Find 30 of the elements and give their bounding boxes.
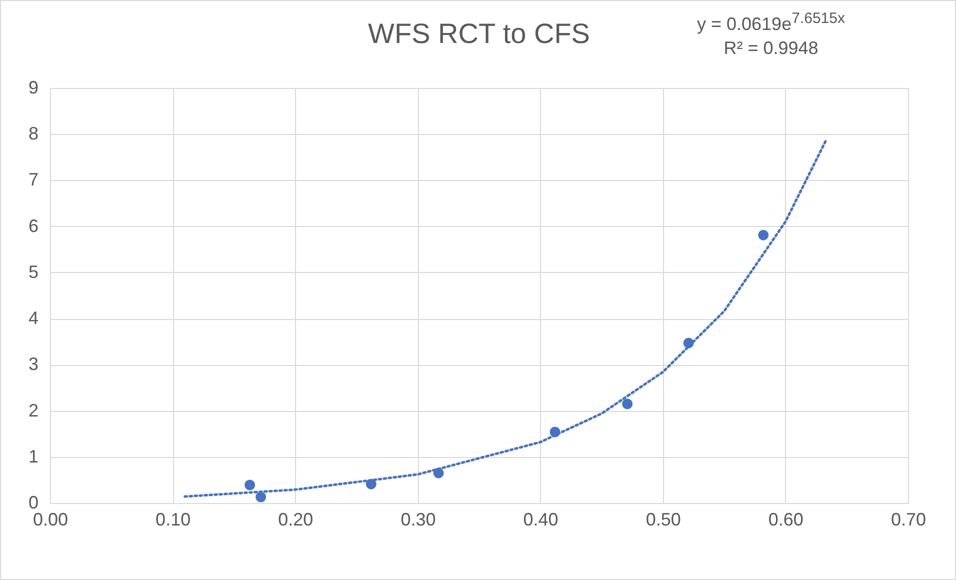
y-tick-label: 2 xyxy=(28,400,38,420)
y-tick-label: 1 xyxy=(28,446,38,466)
x-tick-label: 0.70 xyxy=(890,510,926,530)
x-tick-label: 0.30 xyxy=(400,510,436,530)
y-tick-label: 9 xyxy=(28,78,38,98)
x-tick-label: 0.10 xyxy=(156,510,191,530)
line-series xyxy=(184,139,828,498)
point xyxy=(433,468,444,478)
point xyxy=(683,338,694,348)
y-tick-label: 0 xyxy=(28,492,38,512)
y-tick-label: 6 xyxy=(28,216,38,236)
point xyxy=(244,480,256,490)
point xyxy=(366,478,376,490)
x-tick-label: 0.50 xyxy=(646,510,681,530)
y-tick-label: 4 xyxy=(28,308,38,328)
y-tick-label: 7 xyxy=(28,170,38,190)
y-tick-label: 8 xyxy=(28,124,38,144)
x-tick-label: 0.60 xyxy=(768,510,804,530)
x-tick-label: 0.20 xyxy=(278,510,314,530)
point xyxy=(256,492,266,502)
point xyxy=(758,230,769,240)
point xyxy=(550,426,560,438)
text: y = 0.0619e$^{7.6515x}$ xyxy=(696,9,846,36)
chart-title: WFS RCT to CFS xyxy=(368,18,590,49)
x-tick-label: 0.00 xyxy=(32,510,68,530)
y-tick-label: 3 xyxy=(28,354,38,374)
y-tick-label: 5 xyxy=(28,262,38,282)
text: R² = 0.9948 xyxy=(722,37,820,60)
point xyxy=(622,398,633,410)
x-tick-label: 0.40 xyxy=(523,510,558,530)
